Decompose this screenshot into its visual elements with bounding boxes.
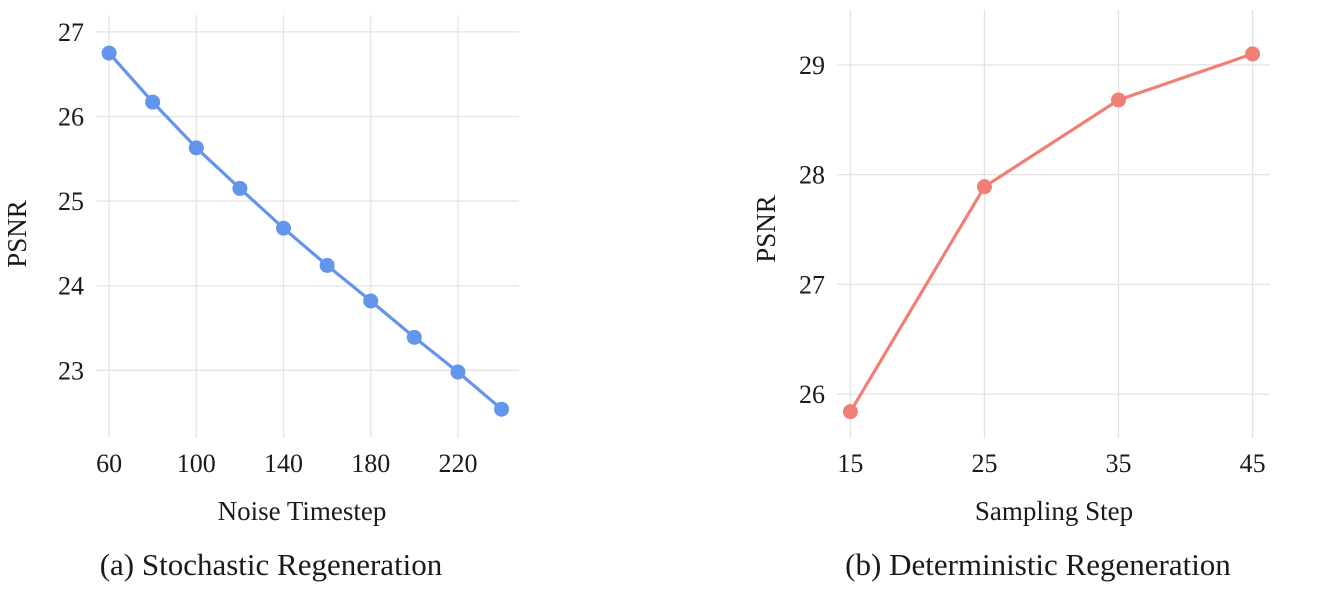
y-axis-label-stochastic: PSNR: [2, 200, 32, 268]
y-tick-label-deterministic: 29: [799, 51, 825, 80]
data-point-deterministic: [842, 404, 858, 420]
x-ticks-stochastic: 60 100 140 180 220: [96, 449, 477, 478]
y-tick-label-deterministic: 27: [799, 270, 825, 299]
x-tick-label-deterministic: 35: [1106, 449, 1132, 478]
x-tick-label-stochastic: 140: [264, 449, 303, 478]
x-axis-label-deterministic: Sampling Step: [975, 496, 1133, 526]
y-tick-label-stochastic: 27: [58, 18, 84, 47]
points-deterministic: [842, 46, 1261, 420]
y-axis-label-deterministic: PSNR: [751, 195, 781, 263]
x-axis-label-stochastic: Noise Timestep: [218, 496, 387, 526]
data-point-deterministic: [1245, 46, 1261, 62]
series-line-deterministic: [849, 52, 1254, 413]
y-tick-label-stochastic: 26: [58, 103, 84, 132]
data-point-stochastic: [188, 140, 204, 156]
data-point-stochastic: [101, 45, 117, 61]
x-tick-label-stochastic: 180: [351, 449, 390, 478]
data-point-stochastic: [319, 257, 335, 273]
x-tick-label-deterministic: 15: [837, 449, 863, 478]
data-point-stochastic: [145, 94, 161, 110]
data-point-deterministic: [1111, 92, 1127, 108]
x-tick-label-stochastic: 100: [177, 449, 216, 478]
caption-deterministic: (b) Deterministic Regeneration: [845, 547, 1231, 582]
data-point-stochastic: [363, 293, 379, 309]
data-point-deterministic: [976, 179, 992, 195]
data-point-stochastic: [232, 180, 248, 196]
y-tick-label-deterministic: 26: [799, 380, 825, 409]
x-ticks-deterministic: 15 25 35 45: [837, 449, 1265, 478]
data-point-stochastic: [406, 329, 422, 345]
x-tick-label-deterministic: 45: [1240, 449, 1266, 478]
caption-stochastic: (a) Stochastic Regeneration: [100, 547, 443, 582]
x-tick-label-stochastic: 60: [96, 449, 122, 478]
x-tick-label-stochastic: 220: [438, 449, 477, 478]
series-line-stochastic: [107, 52, 503, 411]
data-point-stochastic: [450, 364, 466, 380]
grid-deterministic: [837, 10, 1270, 438]
data-point-stochastic: [494, 401, 510, 417]
y-tick-label-deterministic: 28: [799, 161, 825, 190]
points-stochastic: [101, 45, 510, 417]
y-tick-label-stochastic: 25: [58, 187, 84, 216]
y-ticks-deterministic: 26 27 28 29: [799, 51, 825, 409]
chart-stochastic: 23 24 25 26 27 60 100 140 180 220 Noise Timestep…: [2, 15, 519, 582]
y-tick-label-stochastic: 23: [58, 356, 84, 385]
data-point-stochastic: [276, 220, 292, 236]
x-tick-label-deterministic: 25: [971, 449, 997, 478]
y-tick-label-stochastic: 24: [58, 272, 84, 301]
chart-deterministic: 26 27 28 29 15 25 35 45 Sampling Step PSNR (b)…: [751, 10, 1270, 582]
y-ticks-stochastic: 23 24 25 26 27: [58, 18, 84, 385]
